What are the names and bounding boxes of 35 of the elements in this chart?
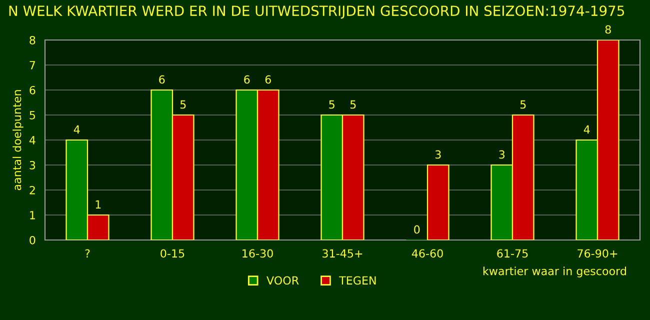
data-label: 6 [159, 75, 165, 84]
data-label: 5 [350, 100, 356, 109]
x-tick-label: 0-15 [160, 249, 184, 258]
data-label: 4 [584, 125, 590, 134]
y-tick-label: 8 [30, 36, 36, 44]
x-tick-label: ? [85, 249, 90, 258]
y-tick-label: 2 [30, 186, 35, 194]
data-label: 1 [96, 200, 101, 209]
y-tick-label: 0 [30, 236, 36, 244]
y-tick-label: 6 [30, 86, 36, 94]
x-tick-label: 61-75 [497, 249, 528, 258]
x-tick-label: 76-90+ [578, 249, 618, 258]
y-tick-label: 3 [30, 160, 36, 170]
legend-label: VOOR [266, 276, 299, 285]
y-axis-title: aantal doelpunten [12, 90, 24, 190]
x-axis-title: kwartier waar in gescoord [483, 266, 626, 278]
data-label: 5 [329, 100, 334, 109]
x-tick-label: 16-30 [242, 249, 273, 258]
y-tick-label: 4 [29, 136, 36, 144]
chart-title: N WELK KWARTIER WERD ER IN DE UITWEDSTRIJDEN GESCOORD IN SEIZOEN:1974-1975 [9, 6, 624, 19]
data-label: 0 [414, 225, 420, 234]
data-label: 5 [180, 100, 186, 109]
x-tick-label: 31-45+ [322, 249, 362, 258]
data-label: 3 [499, 150, 505, 159]
data-label: 6 [265, 75, 271, 84]
legend-label: TEGEN [339, 276, 376, 285]
y-tick-label: 7 [30, 61, 36, 70]
y-tick-label: 5 [30, 111, 35, 120]
x-tick-label: 46-60 [412, 249, 443, 258]
data-label: 6 [244, 75, 250, 84]
data-label: 3 [435, 150, 441, 159]
y-tick-label: 1 [30, 211, 35, 220]
data-label: 5 [520, 100, 526, 109]
data-label: 4 [74, 125, 80, 134]
data-label: 8 [605, 25, 611, 34]
